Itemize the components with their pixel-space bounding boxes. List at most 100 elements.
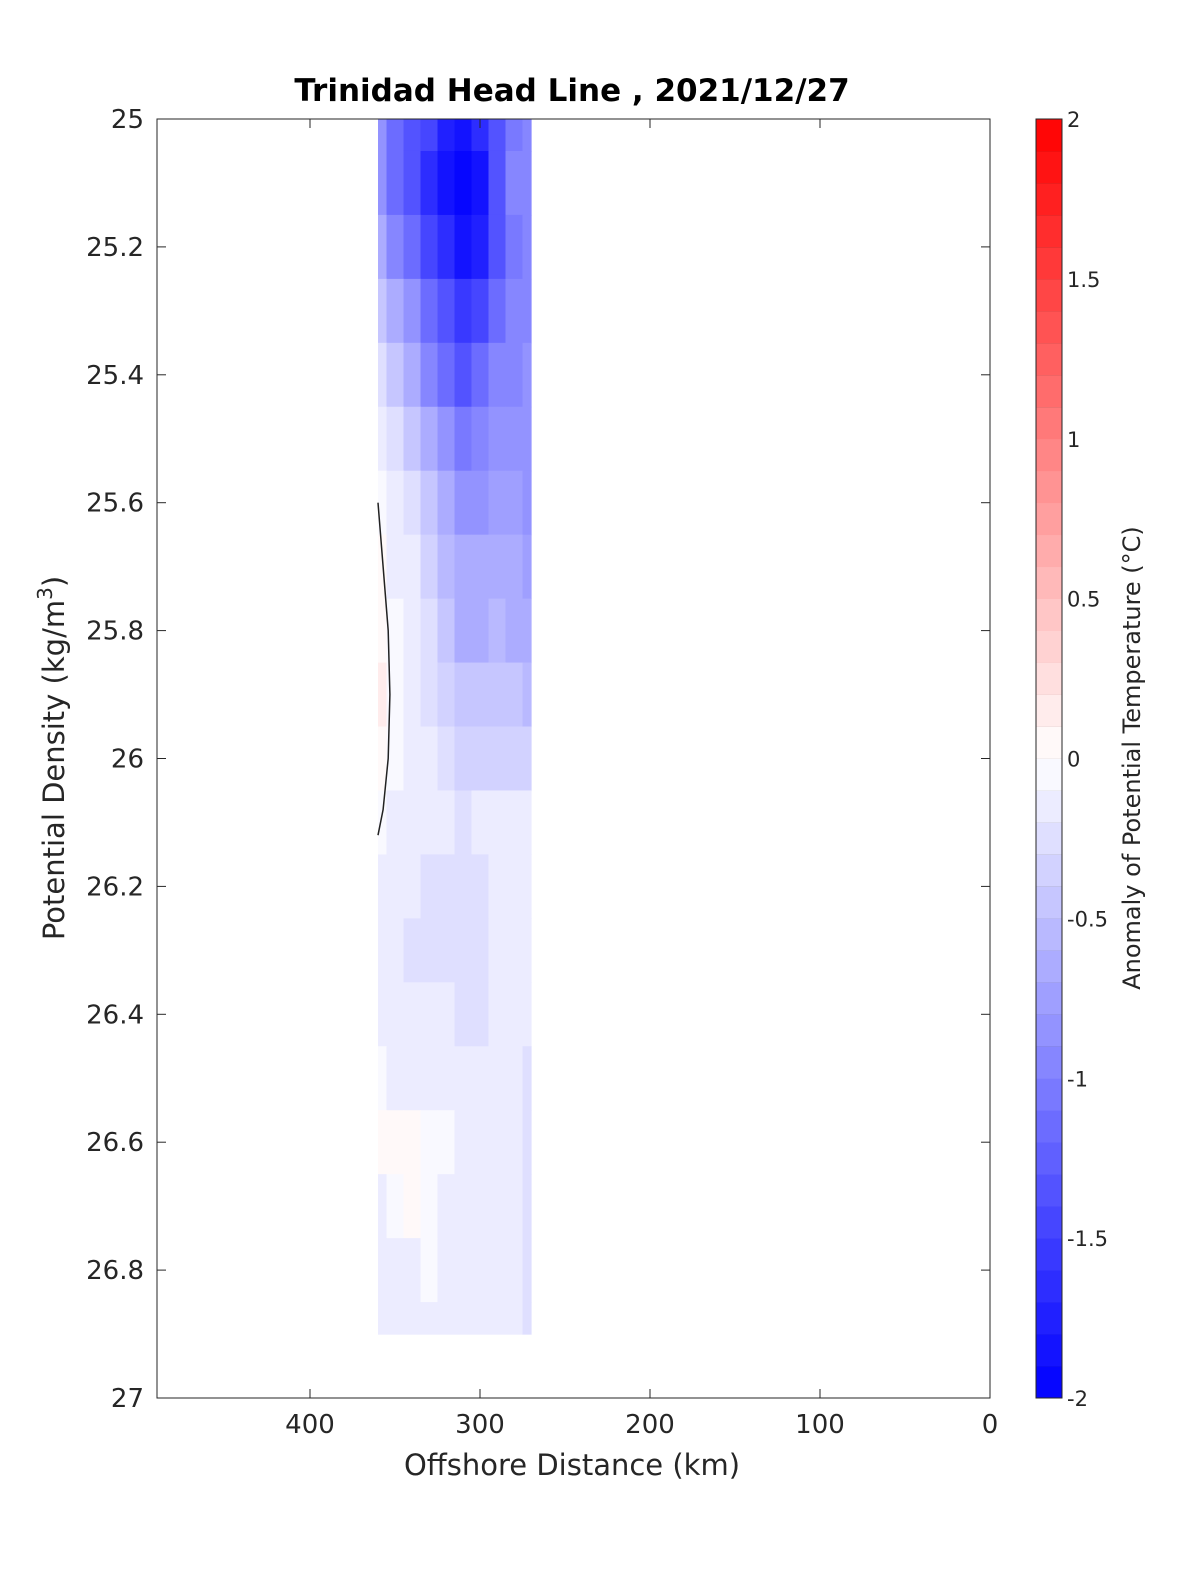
heatmap-cell	[522, 470, 532, 536]
y-tick-label: 26.4	[86, 1000, 144, 1030]
colorbar-swatch	[1036, 1206, 1062, 1239]
heatmap-cell	[505, 406, 524, 472]
heatmap-cell	[386, 1302, 405, 1335]
heatmap-cell	[488, 1110, 507, 1175]
heatmap-cell	[403, 534, 422, 600]
colorbar-swatch	[1036, 726, 1062, 759]
colorbar-swatch	[1036, 822, 1062, 855]
heatmap-cell	[488, 1238, 507, 1303]
heatmap-cell	[522, 982, 532, 1047]
colorbar-swatch	[1036, 342, 1062, 376]
heatmap-cell	[386, 1046, 405, 1111]
heatmap-cell	[471, 278, 490, 344]
heatmap-cell	[378, 1046, 388, 1111]
heatmap-cell	[386, 726, 405, 792]
colorbar-swatch	[1036, 1270, 1062, 1303]
heatmap-cell	[505, 1302, 524, 1335]
colorbar-swatch	[1036, 374, 1062, 408]
heatmap-cell	[437, 598, 456, 664]
heatmap-cell	[378, 790, 388, 856]
colorbar-swatch	[1036, 886, 1062, 919]
colorbar-swatch	[1036, 534, 1062, 568]
heatmap-cell	[403, 662, 422, 728]
heatmap-cell	[437, 918, 456, 983]
colorbar-swatch	[1036, 438, 1062, 472]
heatmap-cell	[437, 1110, 456, 1175]
colorbar-tick-label: -0.5	[1067, 907, 1108, 931]
colorbar-swatch	[1036, 310, 1062, 344]
x-tick-label: 300	[455, 1410, 505, 1440]
heatmap-cell	[522, 1238, 532, 1303]
heatmap-cells	[378, 119, 532, 1335]
heatmap-cell	[437, 119, 456, 152]
colorbar-swatch	[1036, 470, 1062, 504]
heatmap-cell	[471, 854, 490, 919]
colorbar-frame	[1035, 118, 1063, 1399]
heatmap-cell	[403, 1110, 422, 1175]
x-axis-ticks: 400 300 200 100 0	[285, 119, 998, 1440]
colorbar-swatch	[1036, 1014, 1062, 1047]
heatmap-cell	[420, 598, 439, 664]
heatmap-cell	[403, 1046, 422, 1111]
heatmap-cell	[378, 342, 388, 408]
heatmap-cell	[420, 662, 439, 728]
heatmap-cell	[378, 406, 388, 472]
heatmap-cell	[378, 150, 388, 216]
colorbar-swatch	[1036, 406, 1062, 440]
colorbar-swatch	[1036, 1110, 1062, 1143]
heatmap-cell	[378, 119, 388, 152]
heatmap-cell	[403, 278, 422, 344]
heatmap-cell	[386, 278, 405, 344]
heatmap-cell	[471, 342, 490, 408]
heatmap-cell	[454, 150, 473, 216]
heatmap-cell	[488, 726, 507, 792]
heatmap-cell	[437, 342, 456, 408]
heatmap-cell	[378, 1110, 388, 1175]
heatmap-cell	[488, 982, 507, 1047]
heatmap-cell	[386, 342, 405, 408]
heatmap-cell	[471, 534, 490, 600]
heatmap-cell	[403, 1174, 422, 1239]
colorbar-swatch	[1036, 1174, 1062, 1207]
heatmap-cell	[488, 150, 507, 216]
heatmap-cell	[505, 1238, 524, 1303]
heatmap-cell	[378, 982, 388, 1047]
heatmap-cell	[505, 119, 524, 152]
heatmap-cell	[403, 854, 422, 919]
heatmap-cell	[454, 534, 473, 600]
heatmap-cell	[403, 726, 422, 792]
heatmap-cell	[522, 1174, 532, 1239]
colorbar-tick-label: 0.5	[1067, 588, 1100, 612]
heatmap-cell	[420, 534, 439, 600]
y-axis-ticks: 25 25.2 25.4 25.6 25.8 26 26.2 26.4 26.6 26.8 27	[86, 105, 990, 1414]
heatmap-cell	[454, 598, 473, 664]
heatmap-cell	[488, 918, 507, 983]
y-tick-label: 25.6	[86, 489, 144, 519]
heatmap-cell	[386, 1174, 405, 1239]
heatmap-cell	[471, 662, 490, 728]
heatmap-cell	[522, 214, 532, 280]
y-tick-label: 25.2	[86, 233, 144, 263]
y-axis-label-main: Potential Density (kg/m	[37, 600, 71, 940]
heatmap-cell	[522, 1110, 532, 1175]
heatmap-cell	[420, 726, 439, 792]
colorbar-swatch	[1036, 1142, 1062, 1175]
colorbar-swatch	[1036, 1078, 1062, 1111]
heatmap-cell	[403, 342, 422, 408]
heatmap-cell	[386, 1110, 405, 1175]
heatmap-cell	[403, 1238, 422, 1303]
heatmap-cell	[505, 790, 524, 856]
x-axis-label: Offshore Distance (km)	[404, 1448, 740, 1482]
colorbar-swatch	[1036, 566, 1062, 600]
heatmap-cell	[420, 1174, 439, 1239]
colorbar-swatch	[1036, 918, 1062, 951]
heatmap-cell	[471, 1174, 490, 1239]
x-tick-label: 0	[982, 1410, 999, 1440]
heatmap-cell	[386, 214, 405, 280]
heatmap-cell	[454, 470, 473, 536]
y-tick-label: 26.2	[86, 872, 144, 902]
chart-title: Trinidad Head Line , 2021/12/27	[294, 73, 849, 109]
y-tick-label: 26.6	[86, 1128, 144, 1158]
heatmap-cell	[420, 1238, 439, 1303]
heatmap-cell	[454, 342, 473, 408]
